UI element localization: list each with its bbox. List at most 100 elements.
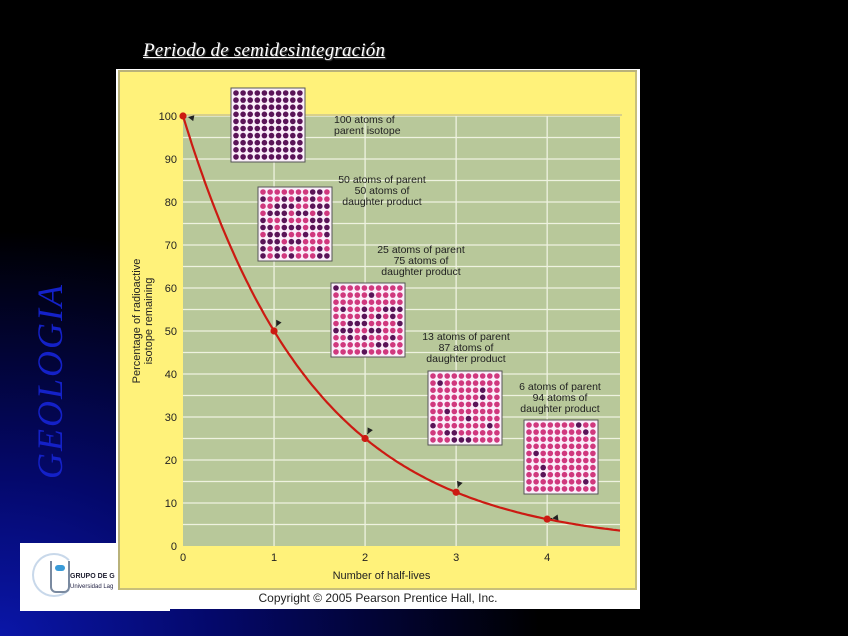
daughter-atom	[526, 464, 532, 471]
daughter-atom	[354, 334, 361, 341]
parent-atom	[261, 111, 268, 118]
daughter-atom	[430, 401, 436, 408]
daughter-atom	[554, 422, 561, 428]
parent-atom	[309, 203, 316, 209]
parent-atom	[268, 154, 275, 160]
parent-atom	[267, 210, 273, 217]
daughter-atom	[554, 486, 561, 492]
parent-atom	[240, 139, 246, 146]
daughter-atom	[590, 464, 596, 471]
parent-atom	[368, 327, 375, 334]
parent-atom	[240, 104, 246, 110]
daughter-atom	[390, 327, 396, 334]
arrow-head-icon	[276, 319, 282, 327]
daughter-atom	[590, 471, 596, 478]
parent-atom	[247, 154, 253, 160]
daughter-atom	[375, 349, 382, 355]
daughter-atom	[554, 450, 561, 457]
daughter-atom	[487, 408, 493, 415]
daughter-atom	[437, 422, 443, 429]
parent-atom	[240, 90, 246, 96]
daughter-atom	[274, 217, 280, 224]
annotation-line: 94 atoms of	[533, 392, 588, 404]
y-tick-label: 70	[165, 240, 177, 252]
parent-atom	[317, 210, 323, 217]
daughter-atom	[317, 196, 323, 202]
daughter-atom	[458, 380, 465, 386]
daughter-atom	[274, 189, 280, 195]
daughter-atom	[575, 450, 582, 457]
daughter-atom	[547, 464, 554, 471]
daughter-atom	[465, 430, 472, 436]
parent-atom	[247, 125, 253, 132]
daughter-atom	[302, 224, 309, 231]
daughter-atom	[575, 464, 582, 471]
parent-atom	[240, 97, 246, 103]
daughter-atom	[397, 334, 403, 341]
daughter-atom	[324, 189, 330, 195]
daughter-atom	[437, 394, 443, 401]
y-tick-label: 100	[159, 111, 177, 123]
daughter-atom	[302, 246, 309, 252]
parent-atom	[297, 111, 303, 118]
daughter-atom	[324, 238, 330, 245]
daughter-atom	[451, 380, 458, 386]
parent-atom	[451, 437, 458, 443]
daughter-atom	[526, 443, 532, 450]
parent-atom	[268, 139, 275, 146]
daughter-atom	[533, 436, 539, 443]
daughter-atom	[568, 464, 575, 471]
parent-atom	[317, 189, 323, 195]
daughter-atom	[390, 285, 396, 291]
parent-atom	[295, 224, 302, 231]
daughter-atom	[547, 443, 554, 450]
parent-atom	[275, 97, 282, 103]
daughter-atom	[494, 415, 500, 422]
daughter-atom	[540, 422, 546, 428]
parent-atom	[233, 154, 239, 160]
parent-atom	[233, 147, 239, 153]
daughter-atom	[561, 422, 568, 428]
parent-atom	[297, 147, 303, 153]
parent-atom	[281, 246, 288, 252]
daughter-atom	[533, 471, 539, 478]
daughter-atom	[295, 217, 302, 224]
data-point	[270, 327, 278, 335]
parent-atom	[254, 125, 261, 132]
parent-atom	[361, 306, 368, 313]
parent-atom	[268, 125, 275, 132]
daughter-atom	[547, 429, 554, 435]
y-tick-label: 60	[165, 283, 177, 295]
daughter-atom	[575, 479, 582, 485]
daughter-atom	[575, 436, 582, 443]
daughter-atom	[354, 285, 361, 291]
daughter-atom	[451, 373, 458, 379]
daughter-atom	[267, 246, 273, 252]
parent-atom	[382, 342, 389, 348]
daughter-atom	[260, 231, 266, 238]
annotation-label: 6 atoms of parent 94 atoms of daughter pro…	[519, 381, 601, 415]
daughter-atom	[368, 299, 375, 305]
parent-atom	[254, 154, 261, 160]
parent-atom	[288, 203, 295, 209]
parent-atom	[281, 196, 288, 202]
parent-atom	[444, 430, 451, 436]
copyright-text: Copyright © 2005 Pearson Prentice Hall, …	[258, 591, 498, 605]
parent-atom	[437, 380, 443, 386]
daughter-atom	[554, 429, 561, 435]
daughter-atom	[368, 313, 375, 320]
parent-atom	[290, 132, 296, 139]
daughter-atom	[561, 450, 568, 457]
daughter-atom	[444, 401, 451, 408]
daughter-atom	[267, 196, 273, 202]
parent-atom	[261, 104, 268, 110]
annotation-line: daughter product	[381, 266, 460, 278]
annotation-label: 13 atoms of parent 87 atoms of daughter pr…	[422, 331, 510, 365]
daughter-atom	[274, 224, 280, 231]
daughter-atom	[397, 349, 403, 355]
parent-atom	[274, 253, 280, 259]
parent-atom	[247, 111, 253, 118]
daughter-atom	[451, 408, 458, 415]
parent-atom	[254, 139, 261, 146]
daughter-atom	[347, 342, 353, 348]
